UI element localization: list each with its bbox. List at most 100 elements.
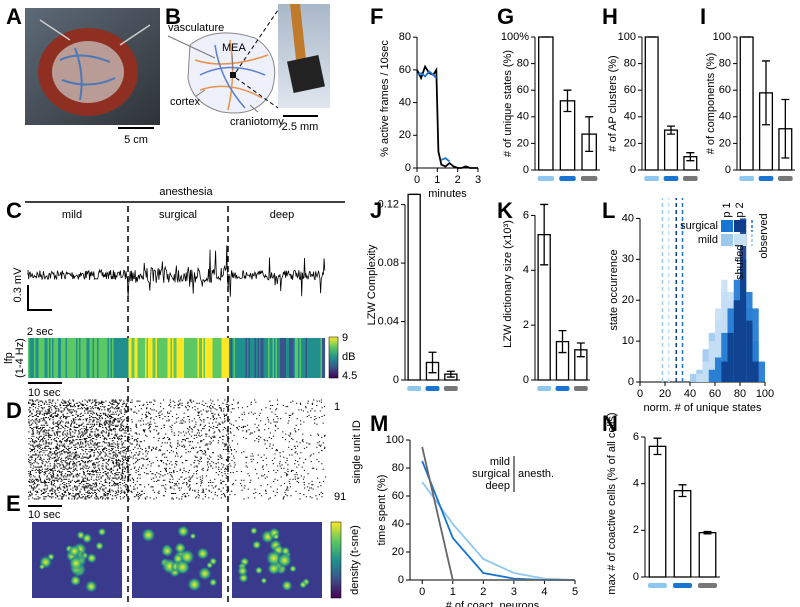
heat-cell <box>200 338 203 378</box>
heat-cell <box>302 338 305 378</box>
heat-cell <box>314 338 317 378</box>
tsne-blob <box>141 528 156 543</box>
y-tick-label: 2 <box>523 319 529 331</box>
heat-cell <box>125 338 128 378</box>
heat-cell <box>266 338 269 378</box>
heat-cell <box>188 338 191 378</box>
heat-cell <box>100 338 102 378</box>
heat-cell <box>304 338 306 378</box>
scale-label: 0.3 mV <box>12 267 24 303</box>
heat-cell <box>274 338 276 378</box>
heat-cell <box>169 338 171 378</box>
panel-letter: H <box>602 4 618 29</box>
heat-cell <box>34 338 36 378</box>
heat-cell <box>299 338 302 378</box>
tsne-blob <box>175 559 191 575</box>
tsne-blob <box>250 526 258 535</box>
heat-cell <box>124 338 126 378</box>
heat-cell <box>175 338 177 378</box>
legend-label: observed <box>758 213 770 258</box>
error-bar <box>667 125 675 135</box>
heat-cell <box>199 338 201 378</box>
heat-cell <box>155 338 158 378</box>
heat-cell <box>97 338 99 378</box>
bar <box>644 36 659 171</box>
heat-cell <box>46 338 48 378</box>
heat-cell <box>221 338 224 378</box>
heat-cell <box>151 338 153 378</box>
condition-label: deep <box>270 209 294 221</box>
tsne-blob <box>189 532 197 540</box>
y-tick-label: 30 <box>622 253 634 265</box>
hist-bar <box>733 300 740 382</box>
y-tick-label: 2 <box>633 524 639 536</box>
heat-cell <box>140 338 143 378</box>
heat-cell <box>244 338 246 378</box>
y-tick-label: 20 <box>622 294 634 306</box>
heat-cell <box>271 338 273 378</box>
heat-cell <box>238 338 240 378</box>
bar <box>739 36 754 171</box>
heat-cell <box>181 338 183 378</box>
heat-cell <box>85 338 87 378</box>
tsne-blob <box>82 533 93 544</box>
panel-letter: L <box>602 198 615 223</box>
heat-cell <box>229 338 231 378</box>
heat-cell <box>86 338 89 378</box>
heat-cell <box>58 338 60 378</box>
line-series <box>416 64 478 169</box>
heat-cell <box>206 338 209 378</box>
heat-cell <box>283 338 285 378</box>
legend-label: surgical <box>472 468 510 480</box>
x-tick-label: 1 <box>450 586 456 598</box>
x-tick-label: 1 <box>434 174 440 186</box>
tsne-blob <box>272 533 280 540</box>
heat-cell <box>277 338 279 378</box>
category-marker <box>407 386 422 391</box>
tsne-blob <box>177 525 190 538</box>
heat-cell <box>296 338 299 378</box>
heat-cell <box>142 338 144 378</box>
panel-letter: E <box>6 491 21 516</box>
heat-cell <box>301 338 303 378</box>
heat-cell <box>211 338 213 378</box>
scale-label: 10 sec <box>28 509 61 521</box>
heat-cell <box>289 338 291 378</box>
diagram-label: craniotomy <box>230 116 284 128</box>
heat-cell <box>215 338 218 378</box>
y-tick-label: 80 <box>719 58 731 70</box>
y-tick-label: 4 <box>523 264 529 276</box>
error-bar <box>446 370 455 378</box>
x-tick-label: 5 <box>572 586 578 598</box>
legend-label: shufled <box>734 245 746 280</box>
heat-cell <box>239 338 242 378</box>
heat-cell <box>82 338 84 378</box>
spike-raster <box>28 399 327 500</box>
y-tick-label: 0 <box>725 164 731 176</box>
x-tick-label: 0 <box>419 586 425 598</box>
heat-cell <box>179 338 182 378</box>
y-tick-label: 20 <box>517 137 529 149</box>
heat-cell <box>191 338 194 378</box>
heat-cell <box>194 338 197 378</box>
heat-cell <box>37 338 39 378</box>
x-tick-label: 80 <box>734 388 746 400</box>
hist-bar <box>702 361 709 382</box>
y-tick-label: 0.08 <box>378 257 399 269</box>
panel-letter: D <box>6 398 22 423</box>
x-tick-label: 40 <box>684 388 696 400</box>
heat-cell <box>112 338 114 378</box>
heat-cell <box>76 338 78 378</box>
heat-cell <box>70 338 72 378</box>
tsne-blob <box>38 563 46 570</box>
legend-swatch <box>721 234 733 246</box>
unit-label: 1 <box>334 401 340 413</box>
y-tick-label: 0 <box>633 571 639 583</box>
heat-cell <box>257 338 260 378</box>
scale-label: 5 cm <box>124 134 148 146</box>
heat-cell <box>52 338 54 378</box>
heat-cell <box>184 338 186 378</box>
panel-letter: B <box>165 4 181 29</box>
error-bar <box>703 530 712 535</box>
heat-cell <box>290 338 293 378</box>
